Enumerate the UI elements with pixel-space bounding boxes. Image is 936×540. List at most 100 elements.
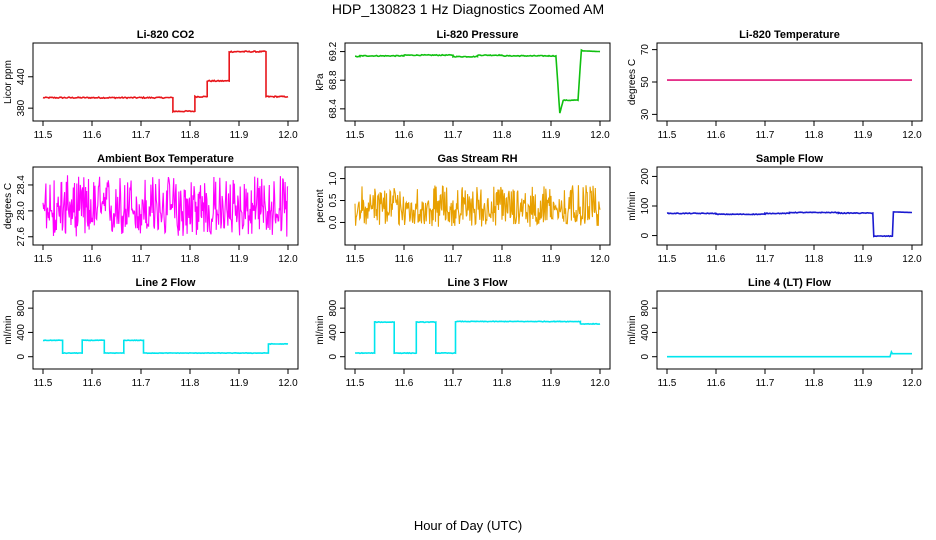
x-tick-label: 11.7 <box>132 254 151 265</box>
x-tick-label: 11.9 <box>542 254 561 265</box>
y-tick-label: 0 <box>640 353 651 359</box>
x-axis-caption: Hour of Day (UTC) <box>413 518 523 533</box>
y-tick-label: 0 <box>16 353 27 359</box>
x-tick-label: 11.6 <box>83 130 102 141</box>
x-tick-label: 11.6 <box>707 130 726 141</box>
y-axis-label: degrees C <box>627 59 638 105</box>
y-tick-label: 380 <box>16 99 27 116</box>
x-tick-label: 11.7 <box>756 254 775 265</box>
y-tick-label: 400 <box>16 324 27 341</box>
x-tick-label: 11.7 <box>756 130 775 141</box>
x-tick-label: 11.7 <box>444 130 463 141</box>
panel-title: Line 4 (LT) Flow <box>748 277 831 289</box>
panel-6: Sample Flow 11.5 11.6 11.7 11.8 11.9 12.0 0 100 2… <box>627 153 923 265</box>
x-tick-label: 11.5 <box>346 130 365 141</box>
panel-title: Sample Flow <box>756 153 824 165</box>
x-tick-label: 11.9 <box>542 378 561 389</box>
x-tick-label: 11.6 <box>707 254 726 265</box>
x-tick-label: 12.0 <box>590 130 610 141</box>
x-tick-label: 11.6 <box>395 130 414 141</box>
plot-frame <box>656 290 923 370</box>
panel-title: Ambient Box Temperature <box>97 153 234 165</box>
x-tick-label: 11.5 <box>346 378 365 389</box>
x-tick-label: 11.9 <box>542 130 561 141</box>
y-axis-label: degrees C <box>3 183 14 229</box>
x-tick-label: 11.8 <box>181 130 200 141</box>
x-tick-label: 11.6 <box>707 378 726 389</box>
panel-3: Li-820 Temperature 11.5 11.6 11.7 11.8 11.9 12… <box>627 29 923 141</box>
x-tick-label: 11.6 <box>83 378 102 389</box>
plot-frame <box>32 166 299 246</box>
x-tick-label: 11.8 <box>181 378 200 389</box>
series-line <box>354 48 601 114</box>
x-tick-label: 11.5 <box>346 254 365 265</box>
x-tick-label: 11.9 <box>854 130 873 141</box>
x-tick-label: 11.5 <box>34 130 53 141</box>
panel-title: Line 2 Flow <box>136 277 196 289</box>
x-tick-label: 11.8 <box>493 130 512 141</box>
x-tick-label: 12.0 <box>278 378 298 389</box>
plot-frame <box>32 42 299 122</box>
x-tick-label: 11.7 <box>756 378 775 389</box>
panel-title: Gas Stream RH <box>437 153 517 165</box>
plot-frame <box>656 42 923 122</box>
plot-frame <box>344 42 611 122</box>
x-tick-label: 11.9 <box>854 254 873 265</box>
panel-title: Line 3 Flow <box>448 277 508 289</box>
panel-title: Li-820 Temperature <box>739 29 840 41</box>
x-tick-label: 11.5 <box>658 130 677 141</box>
series-line <box>42 339 289 355</box>
y-tick-label: 50 <box>640 76 651 88</box>
y-tick-label: 440 <box>16 68 27 85</box>
x-tick-label: 11.8 <box>805 254 824 265</box>
panel-7: Line 2 Flow 11.5 11.6 11.7 11.8 11.9 12.0 0 400 8… <box>3 277 299 389</box>
panel-8: Line 3 Flow 11.5 11.6 11.7 11.8 11.9 12.0 0 400 8… <box>315 277 611 389</box>
x-tick-label: 11.5 <box>658 254 677 265</box>
x-tick-label: 11.9 <box>230 254 249 265</box>
x-tick-label: 12.0 <box>278 254 298 265</box>
y-tick-label: 400 <box>640 324 651 341</box>
series-line <box>354 185 601 227</box>
y-axis-label: ml/min <box>627 191 638 220</box>
series-line <box>42 50 289 114</box>
y-axis-label: percent <box>315 189 326 223</box>
y-axis-label: kPa <box>315 73 326 91</box>
x-tick-label: 11.8 <box>493 254 512 265</box>
x-tick-label: 12.0 <box>902 254 922 265</box>
panel-title: Li-820 Pressure <box>437 29 519 41</box>
x-tick-label: 11.8 <box>181 254 200 265</box>
y-tick-label: 400 <box>328 324 339 341</box>
x-tick-label: 12.0 <box>278 130 298 141</box>
x-tick-label: 11.6 <box>395 254 414 265</box>
x-tick-label: 11.6 <box>395 378 414 389</box>
x-tick-label: 11.5 <box>34 254 53 265</box>
plot-frame <box>32 290 299 370</box>
y-tick-label: 0 <box>640 232 651 238</box>
x-tick-label: 12.0 <box>590 254 610 265</box>
page-title: HDP_130823 1 Hz Diagnostics Zoomed AM <box>331 1 605 17</box>
series-line <box>667 349 912 358</box>
y-tick-label: 28.4 <box>16 175 27 195</box>
y-tick-label: 70 <box>640 44 651 56</box>
y-tick-label: 800 <box>640 299 651 316</box>
y-tick-label: 69.2 <box>328 41 339 61</box>
plot-frame <box>344 166 611 246</box>
plot-frame <box>344 290 611 370</box>
y-tick-label: 1.0 <box>328 171 339 185</box>
x-tick-label: 11.5 <box>658 378 677 389</box>
x-tick-label: 11.7 <box>132 378 151 389</box>
y-tick-label: 28.0 <box>16 201 27 221</box>
x-tick-label: 11.9 <box>854 378 873 389</box>
x-tick-label: 12.0 <box>902 130 922 141</box>
x-tick-label: 11.9 <box>230 130 249 141</box>
y-tick-label: 800 <box>328 299 339 316</box>
y-tick-label: 68.8 <box>328 70 339 90</box>
panel-4: Ambient Box Temperature 11.5 11.6 11.7 11.8 1… <box>3 153 299 265</box>
y-axis-label: Licor ppm <box>3 60 14 104</box>
plot-frame <box>656 166 923 246</box>
y-axis-label: ml/min <box>3 315 14 344</box>
panel-2: Li-820 Pressure 11.5 11.6 11.7 11.8 11.9 12.0 6… <box>315 29 611 141</box>
x-tick-label: 11.7 <box>444 378 463 389</box>
series-line <box>355 320 601 355</box>
